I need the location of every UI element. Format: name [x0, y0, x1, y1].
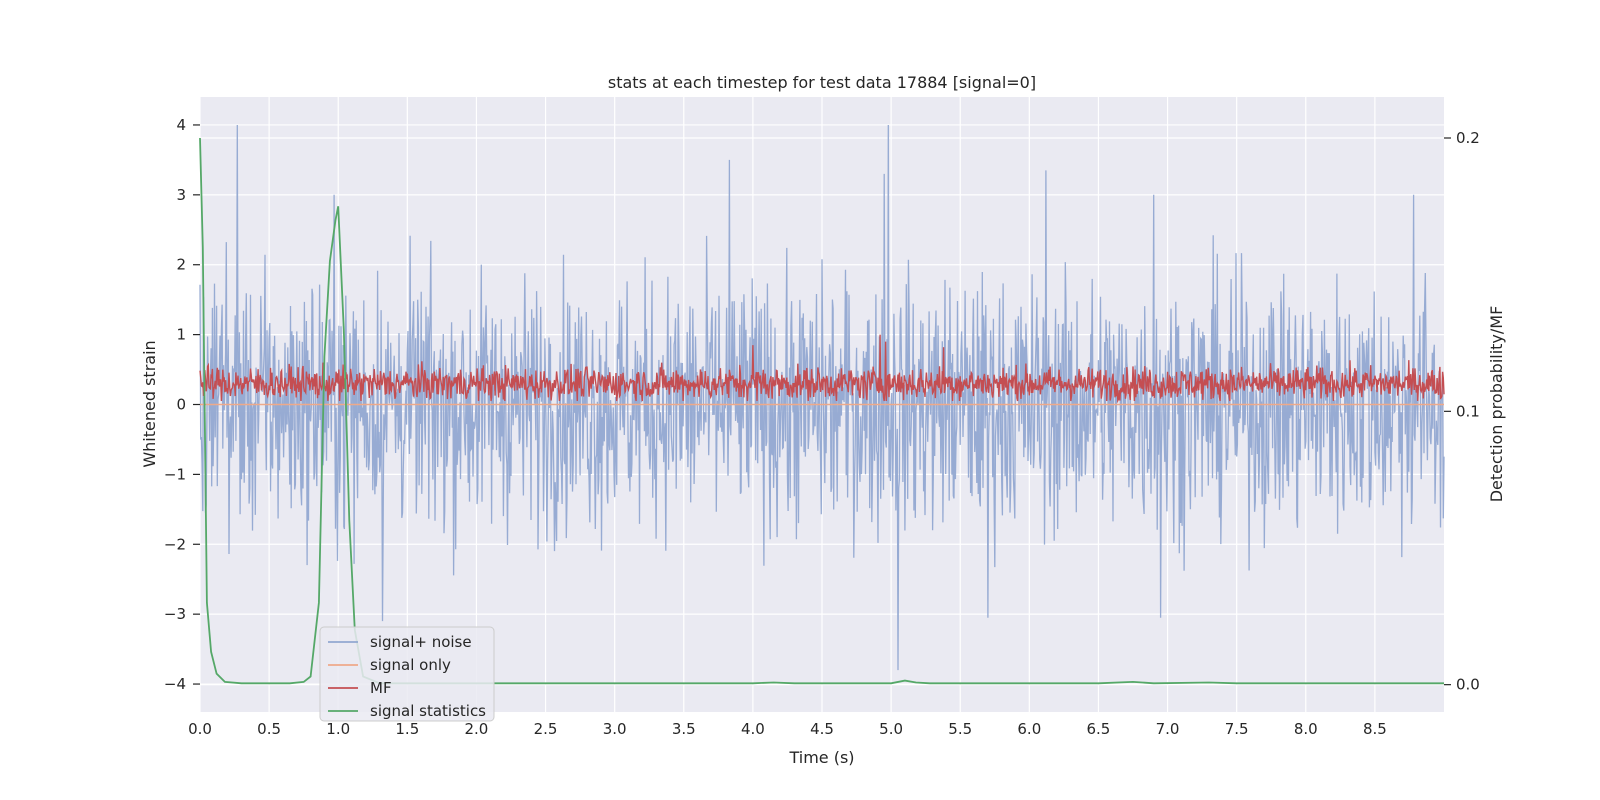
legend-label: MF: [370, 679, 392, 697]
x-tick-label: 6.5: [1087, 720, 1111, 738]
y-tick-label: −2: [164, 535, 186, 553]
x-axis-label: Time (s): [788, 748, 854, 767]
x-tick-label: 0.5: [257, 720, 281, 738]
x-tick-label: 3.0: [603, 720, 627, 738]
x-tick-label: 1.5: [395, 720, 419, 738]
x-tick-label: 4.0: [741, 720, 765, 738]
x-tick-label: 3.5: [672, 720, 696, 738]
y-tick-label: −3: [164, 605, 186, 623]
y-tick-label: 4: [176, 116, 186, 134]
x-tick-label: 0.0: [188, 720, 212, 738]
x-tick-label: 2.5: [534, 720, 558, 738]
legend-box: [319, 626, 495, 722]
x-tick-label: 4.5: [810, 720, 834, 738]
axis-layer: 0.0 0.5 1.0 1.5 2.0 2.5 3.0 3.5 4.0 4.5 5.0 5.5 6.0 6…: [164, 116, 1480, 738]
series-signal-noise-line: [199, 124, 1445, 671]
y2-axis-label: Detection probability/MF: [1487, 306, 1506, 503]
x-tick-label: 2.0: [465, 720, 489, 738]
x-tick-label: 1.0: [326, 720, 350, 738]
x-tick-label: 7.0: [1156, 720, 1180, 738]
y2-tick-label: 0.2: [1456, 129, 1480, 147]
y-tick-label: 0: [176, 396, 186, 414]
y-tick-label: −4: [164, 675, 186, 693]
series-mf-line: [199, 334, 1445, 404]
x-tick-label: 7.5: [1225, 720, 1249, 738]
x-tick-label: 8.0: [1294, 720, 1318, 738]
x-tick-label: 5.5: [948, 720, 972, 738]
x-tick-label: 5.0: [879, 720, 903, 738]
legend: signal+ noise signal only MF signal statist…: [319, 626, 495, 722]
y2-tick-label: 0.0: [1456, 676, 1480, 694]
legend-label: signal only: [370, 656, 451, 674]
y-tick-label: 3: [176, 186, 186, 204]
x-tick-label: 6.0: [1017, 720, 1041, 738]
y2-tick-label: 0.1: [1456, 402, 1480, 420]
x-tick-label: 8.5: [1363, 720, 1387, 738]
legend-label: signal+ noise: [370, 633, 472, 651]
chart-title: stats at each timestep for test data 178…: [608, 73, 1036, 92]
y-tick-label: −1: [164, 465, 186, 483]
y-axis-label: Whitened strain: [140, 340, 159, 467]
y-tick-label: 2: [176, 256, 186, 274]
legend-label: signal statistics: [370, 702, 486, 720]
y-tick-label: 1: [176, 326, 186, 344]
